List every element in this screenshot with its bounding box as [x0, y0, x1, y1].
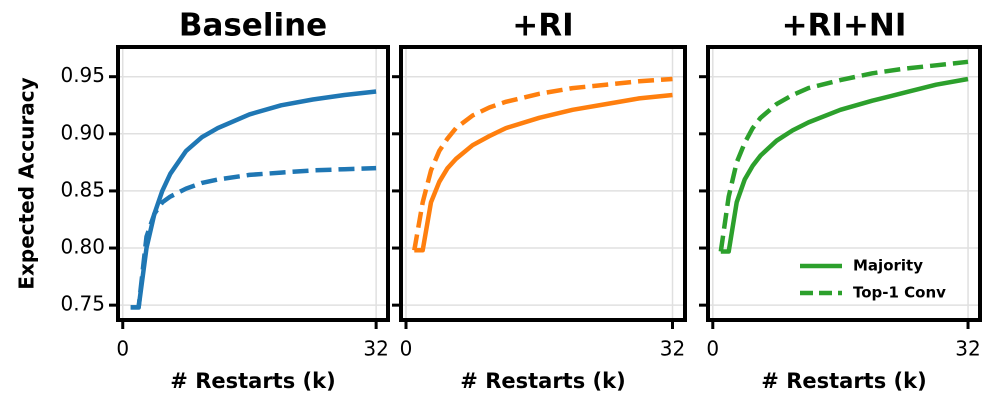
axes-frame: [116, 45, 390, 322]
x-tick-label: 0: [706, 337, 719, 361]
y-tick-label: 0.80: [60, 235, 105, 259]
y-tick-label: 0.85: [60, 177, 105, 201]
grid-layer: [118, 47, 388, 320]
y-tick-label: 0.75: [60, 292, 105, 316]
data-line: [720, 76, 969, 254]
data-line: [718, 59, 969, 252]
x-axis-label: # Restarts (k): [460, 369, 625, 393]
data-line: [412, 76, 673, 251]
grid-layer: [401, 47, 685, 320]
axes-frame: [706, 45, 982, 322]
x-tick-label: 32: [660, 337, 685, 361]
y-tick-label: 0.90: [60, 120, 105, 144]
y-tick-label: 0.95: [60, 63, 105, 87]
data-line: [414, 92, 673, 253]
grid-layer: [708, 47, 980, 320]
chart-title: +RI+NI: [782, 8, 907, 44]
x-tick-label: 32: [955, 337, 980, 361]
axes-frame: [399, 45, 687, 322]
legend-label: Top-1 Conv: [853, 284, 946, 302]
x-axis-label: # Restarts (k): [170, 369, 335, 393]
data-line: [130, 165, 377, 310]
chart-title: Baseline: [179, 8, 327, 44]
x-tick-label: 32: [363, 337, 388, 361]
chart-title: +RI: [512, 8, 573, 44]
x-tick-label: 0: [116, 337, 129, 361]
y-axis-label: Expected Accuracy: [15, 77, 39, 289]
x-tick-label: 0: [400, 337, 413, 361]
legend-label: Majority: [853, 257, 923, 275]
x-axis-label: # Restarts (k): [761, 369, 926, 393]
